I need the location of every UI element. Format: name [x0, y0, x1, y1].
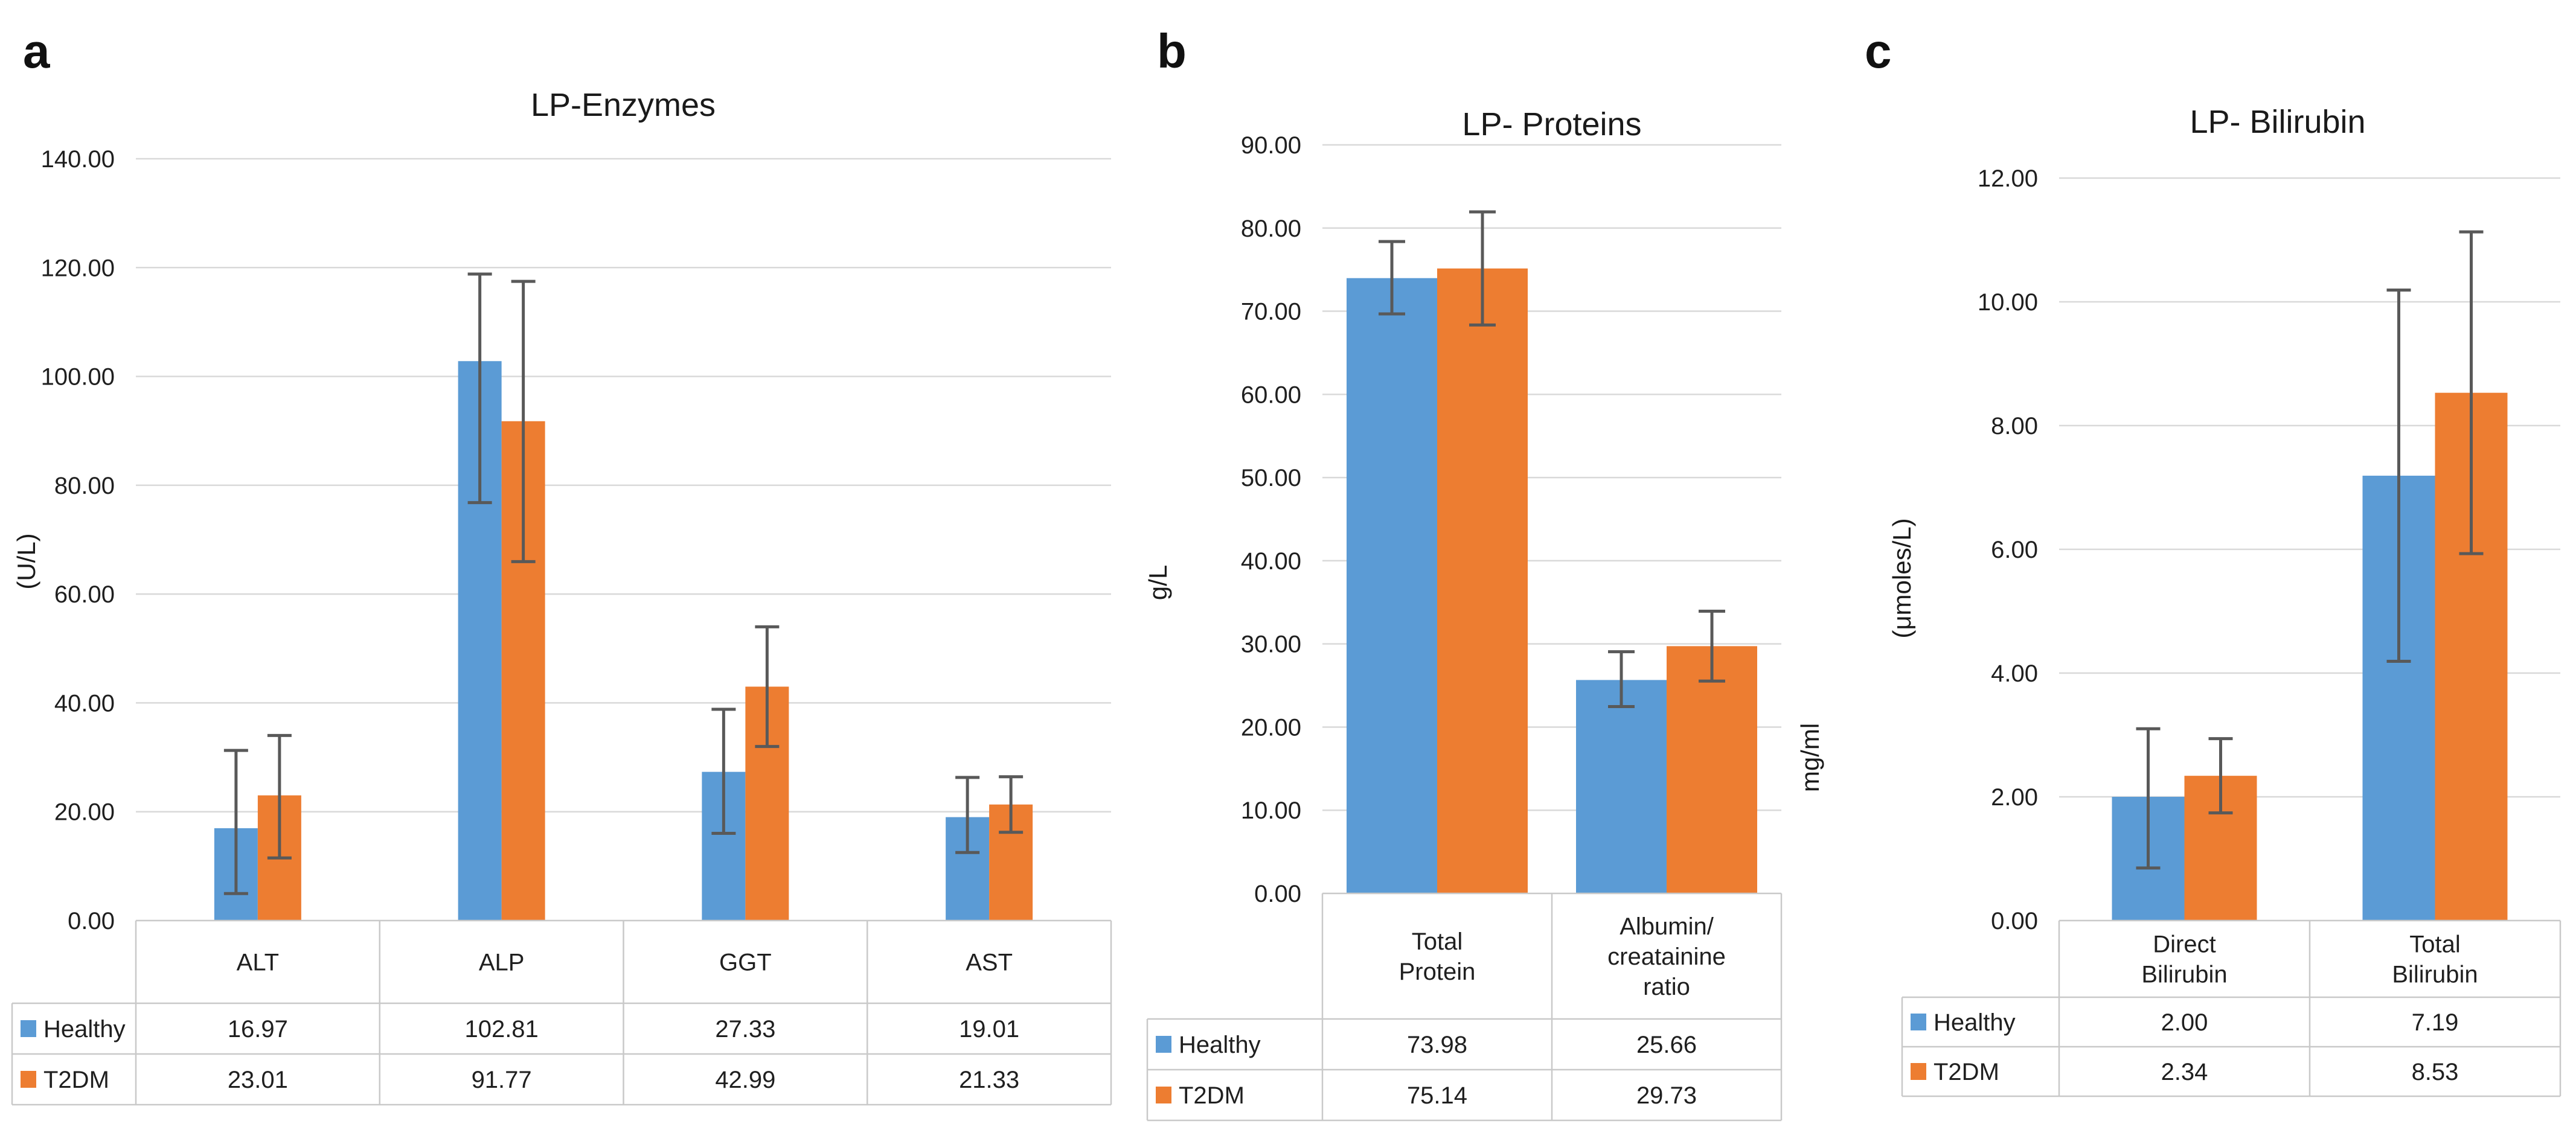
y-tick-label: 12.00 [1978, 165, 2038, 192]
y-tick-label: 40.00 [54, 690, 115, 717]
y-axis-label-c: (μmoles/L) [1888, 518, 1916, 638]
value-cell-healthy-1: 7.19 [2412, 1009, 2459, 1036]
bar-t2dm-1 [1667, 646, 1757, 893]
panel-letter-b: b [1157, 24, 1187, 78]
plot-area-c: 0.00 2.00 4.00 6.00 8.00 10.00 12.00 Direct Bili… [1901, 165, 2562, 1097]
plot-area-b: 0.00 10.00 20.00 30.00 40.00 50.00 60.00 70.00 8… [1146, 132, 1783, 1122]
legend-label: Healthy [1934, 1009, 2016, 1036]
y-axis-label-a: (U/L) [12, 533, 40, 589]
y-tick-label: 140.00 [41, 146, 115, 173]
y-tick-label: 120.00 [41, 255, 115, 281]
panel-b: b LP- Proteins g/L mg/ml 0.00 10.00 20.00 3… [1144, 24, 1824, 1122]
legend-label: T2DM [43, 1067, 109, 1093]
legend-swatch-healthy [21, 1020, 36, 1037]
y-tick-label: 80.00 [1241, 216, 1301, 242]
value-cell-t2dm-0: 75.14 [1407, 1082, 1467, 1109]
y-tick-label: 2.00 [1991, 784, 2038, 811]
value-cell-healthy-3: 19.01 [959, 1016, 1019, 1043]
legend-swatch-t2dm [21, 1071, 36, 1088]
category-header: Direct [2153, 931, 2216, 958]
value-cell-healthy-0: 73.98 [1407, 1032, 1467, 1058]
y-tick-label: 8.00 [1991, 413, 2038, 439]
y-tick-label: 20.00 [1241, 714, 1301, 741]
legend-label: T2DM [1179, 1082, 1245, 1109]
y-tick-label: 60.00 [54, 581, 115, 608]
category-header: Bilirubin [2392, 962, 2478, 988]
value-cell-t2dm-1: 91.77 [472, 1067, 532, 1093]
category-header: creatainine [1607, 944, 1726, 970]
panel-c: c LP- Bilirubin (μmoles/L) 0.00 2.00 4.00 6… [1865, 24, 2562, 1097]
y-tick-label: 90.00 [1241, 132, 1301, 159]
plot-area-a: 0.00 20.00 40.00 60.00 80.00 100.00 120.00 140.… [11, 146, 1112, 1106]
y-tick-label: 40.00 [1241, 548, 1301, 575]
value-cell-t2dm-1: 8.53 [2412, 1059, 2459, 1085]
y-tick-label: 50.00 [1241, 465, 1301, 491]
category-header: ALP [479, 950, 525, 976]
value-cell-healthy-1: 102.81 [464, 1016, 538, 1043]
category-header: ALT [237, 950, 279, 976]
value-cell-t2dm-1: 29.73 [1636, 1082, 1697, 1109]
bar-healthy-1 [1576, 680, 1667, 893]
y-tick-label: 0.00 [1991, 908, 2038, 934]
value-cell-healthy-0: 16.97 [228, 1016, 288, 1043]
y-tick-label: 70.00 [1241, 299, 1301, 325]
legend-swatch-t2dm [1156, 1087, 1171, 1103]
value-cell-healthy-2: 27.33 [715, 1016, 775, 1043]
y-tick-label: 100.00 [41, 364, 115, 391]
legend-label: Healthy [43, 1016, 126, 1043]
y-tick-label: 10.00 [1978, 289, 2038, 316]
legend-label: Healthy [1179, 1032, 1261, 1058]
y-tick-label: 6.00 [1991, 537, 2038, 563]
value-cell-healthy-0: 2.00 [2161, 1009, 2208, 1036]
y-tick-label: 80.00 [54, 473, 115, 499]
category-header: GGT [719, 950, 772, 976]
y-tick-label: 10.00 [1241, 797, 1301, 824]
legend-swatch-healthy [1911, 1014, 1926, 1030]
legend-swatch-t2dm [1911, 1063, 1926, 1080]
category-header: Albumin/ [1620, 913, 1714, 940]
value-cell-t2dm-2: 42.99 [715, 1067, 775, 1093]
bar-t2dm-0 [1437, 268, 1528, 893]
category-header: Total [2409, 931, 2461, 958]
y-axis-label-b: g/L [1144, 565, 1172, 600]
y-tick-label: 4.00 [1991, 660, 2038, 687]
y-tick-label: 0.00 [68, 908, 115, 934]
category-header: ratio [1643, 974, 1690, 1000]
category-header: Bilirubin [2141, 962, 2227, 988]
category-header: Protein [1399, 959, 1476, 985]
y-tick-label: 60.00 [1241, 382, 1301, 408]
y-tick-label: 0.00 [1254, 881, 1301, 907]
chart-title-a: LP-Enzymes [531, 87, 716, 123]
chart-title-b: LP- Proteins [1462, 106, 1641, 142]
category-header: Total [1412, 928, 1463, 955]
legend-label: T2DM [1934, 1059, 1999, 1085]
value-cell-t2dm-3: 21.33 [959, 1067, 1019, 1093]
value-cell-healthy-1: 25.66 [1636, 1032, 1697, 1058]
y-axis-label-b-right: mg/ml [1796, 723, 1824, 792]
chart-title-c: LP- Bilirubin [2190, 104, 2365, 140]
bar-healthy-0 [1347, 278, 1437, 894]
y-tick-label: 30.00 [1241, 631, 1301, 658]
value-cell-t2dm-0: 2.34 [2161, 1059, 2208, 1085]
panel-letter-c: c [1865, 24, 1892, 78]
category-header: AST [966, 950, 1013, 976]
value-cell-t2dm-0: 23.01 [228, 1067, 288, 1093]
legend-swatch-healthy [1156, 1036, 1171, 1053]
panel-letter-a: a [23, 24, 50, 78]
y-tick-label: 20.00 [54, 799, 115, 826]
panel-a: a LP-Enzymes (U/L) 0.00 20.00 40.00 60.00 80… [11, 24, 1112, 1106]
